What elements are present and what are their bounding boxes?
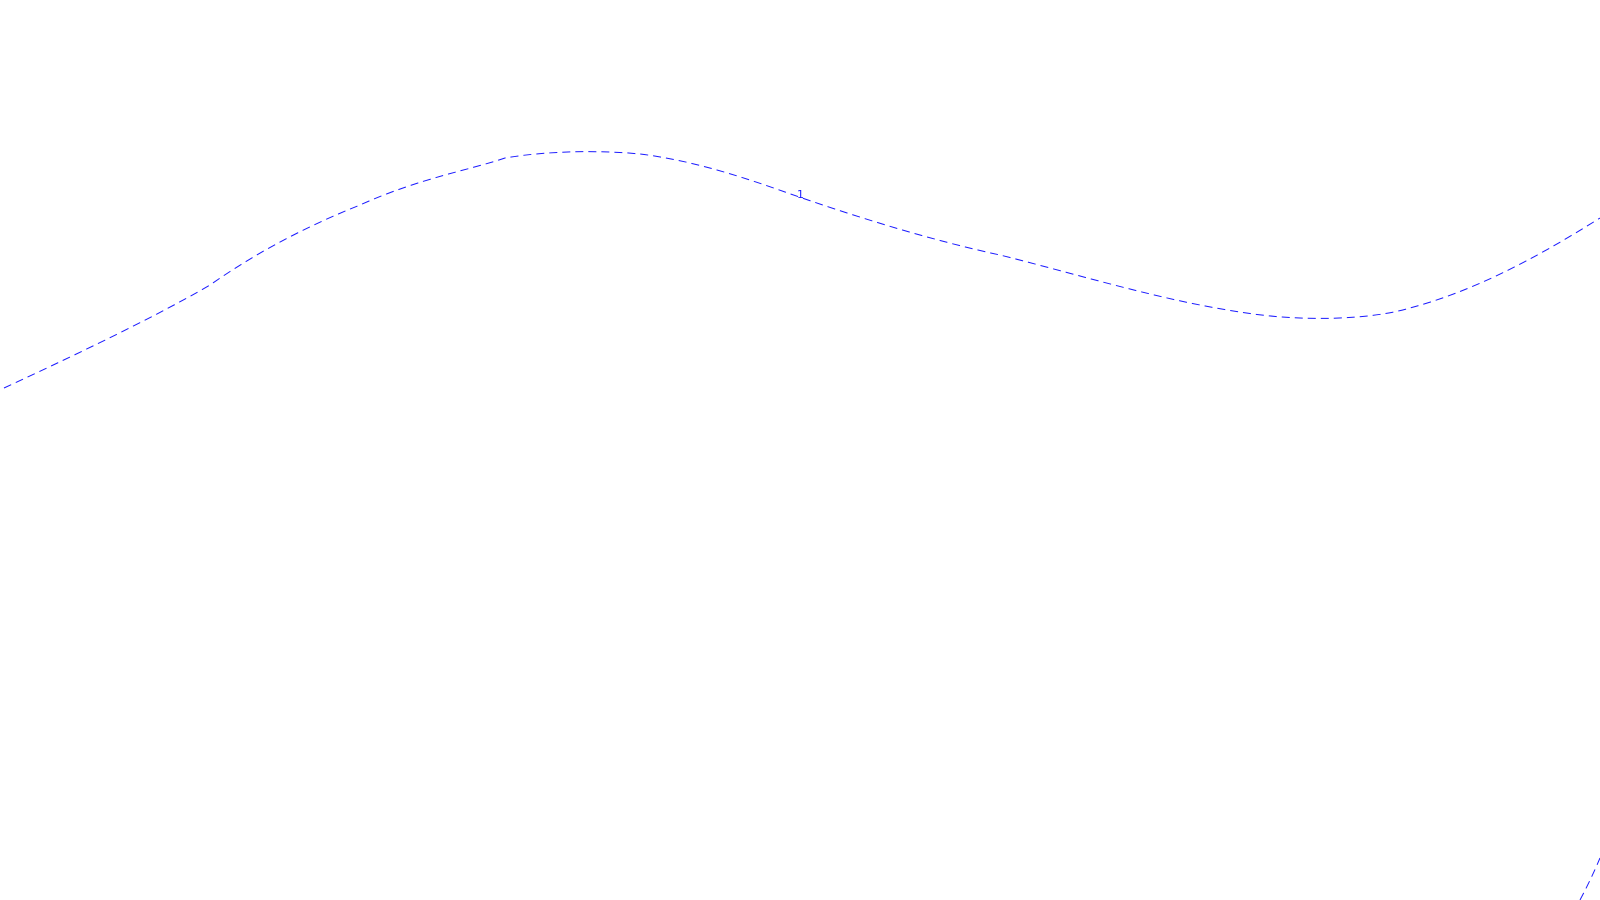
contour-line-1 bbox=[3, 151, 1600, 389]
contour-line-edge bbox=[1579, 857, 1600, 900]
contour-label-1: 1 bbox=[797, 188, 804, 201]
